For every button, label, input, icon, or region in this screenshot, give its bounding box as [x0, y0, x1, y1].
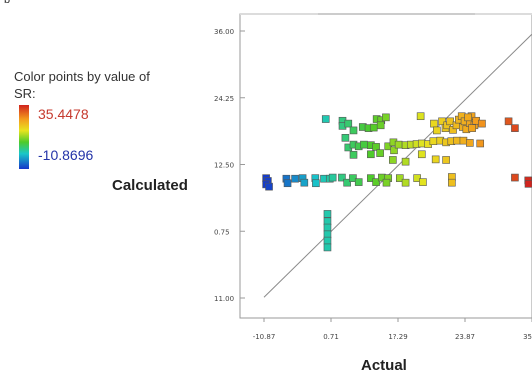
data-point: [265, 182, 273, 191]
data-point: [431, 155, 440, 164]
x-tick-label: 35: [523, 333, 532, 341]
data-point: [367, 174, 375, 182]
x-axis-label: Actual: [361, 357, 407, 374]
y-tick-label: 11.00: [214, 295, 234, 303]
data-point: [328, 173, 337, 182]
y-tick-label: 12.50: [214, 162, 234, 170]
x-tick-label: 23.87: [455, 333, 475, 341]
legend-min-value: -10.8696: [38, 147, 94, 163]
data-point: [344, 119, 353, 128]
data-point: [511, 124, 519, 132]
data-point: [382, 113, 390, 122]
data-point: [430, 119, 438, 128]
legend-max-value: 35.4478: [38, 106, 89, 122]
data-points: [262, 112, 532, 252]
plot-frame: [239, 13, 532, 319]
data-point: [442, 156, 450, 164]
data-point: [401, 178, 410, 187]
data-point: [312, 179, 320, 188]
data-point: [429, 137, 438, 146]
data-point: [417, 150, 426, 159]
reference-line: [263, 33, 532, 298]
x-tick-label: 0.71: [323, 333, 339, 341]
data-point: [389, 156, 397, 164]
data-point: [360, 140, 368, 149]
data-point: [341, 134, 350, 142]
data-point: [416, 112, 425, 121]
data-point: [511, 173, 519, 182]
panel-letter: b: [4, 0, 11, 6]
data-point: [464, 113, 472, 122]
data-point: [504, 117, 513, 126]
data-point: [395, 174, 404, 182]
data-point: [478, 119, 486, 128]
data-point: [369, 123, 378, 132]
data-point: [524, 180, 532, 188]
data-point: [291, 174, 299, 183]
data-point: [321, 115, 330, 123]
y-axis-label: Calculated: [112, 177, 188, 194]
data-point: [376, 149, 384, 157]
y-tick-label: 0.75: [214, 228, 230, 236]
y-tick-label: 24.25: [214, 95, 234, 103]
data-point: [283, 179, 292, 188]
data-point: [413, 174, 421, 182]
x-axis-ticks: -10.87 0.71 1?.29 23.87 35: [253, 318, 532, 341]
y-axis-ticks: 36.00 24.25 12.50 0.75 11.00: [214, 28, 245, 303]
data-point: [338, 173, 346, 182]
data-point: [354, 178, 363, 186]
data-point: [466, 139, 474, 147]
legend-color-bar: [19, 105, 29, 169]
data-point: [367, 150, 375, 159]
data-point: [448, 178, 456, 187]
data-point: [376, 121, 385, 130]
data-point: [323, 210, 332, 218]
data-point: [323, 243, 332, 252]
data-point: [382, 178, 391, 187]
data-point: [372, 143, 380, 151]
data-point: [433, 126, 441, 135]
data-point: [468, 124, 476, 132]
data-point: [453, 136, 461, 145]
data-point: [446, 117, 454, 126]
data-point: [300, 178, 309, 187]
data-point: [384, 142, 393, 151]
data-point: [372, 178, 380, 186]
y-tick-label: 36.00: [214, 28, 234, 36]
data-point: [349, 151, 358, 159]
data-point: [401, 157, 410, 166]
data-point: [349, 126, 358, 135]
x-tick-label: 1?.29: [388, 333, 407, 341]
data-point: [459, 136, 468, 145]
data-point: [323, 236, 332, 245]
legend-caption-line2: SR:: [14, 86, 36, 101]
data-point: [390, 146, 398, 155]
legend-caption-line1: Color points by value of: [14, 69, 150, 84]
data-point: [323, 223, 332, 232]
data-point: [476, 139, 485, 148]
color-legend: Color points by value of SR: 35.4478 -10…: [14, 68, 204, 169]
x-tick-label: -10.87: [253, 333, 276, 341]
data-point: [394, 140, 403, 149]
data-point: [419, 178, 427, 186]
data-point: [343, 178, 351, 187]
data-point: [349, 174, 357, 182]
data-point: [417, 139, 426, 148]
